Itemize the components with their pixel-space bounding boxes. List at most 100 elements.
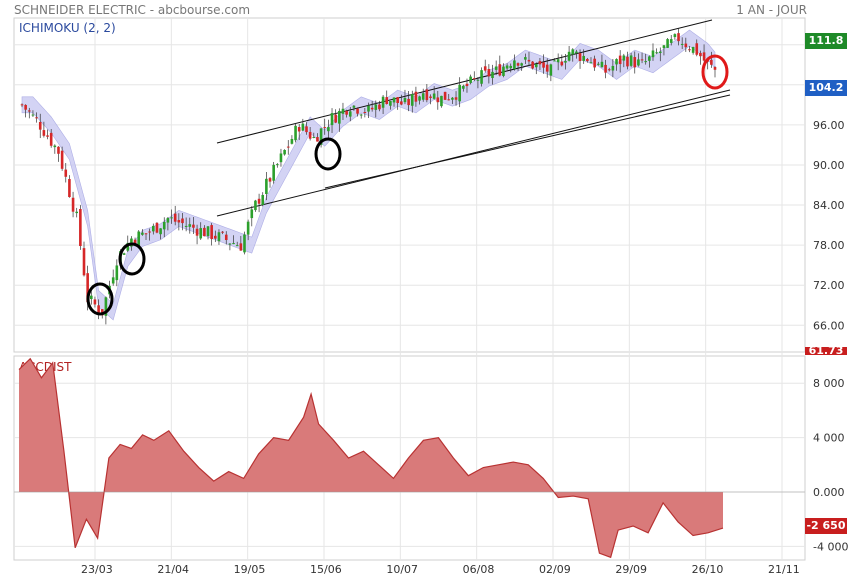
candle [86,273,89,302]
candle [553,60,556,62]
candle [629,55,633,66]
candle [111,277,115,284]
candle [122,253,126,255]
candle [159,228,162,235]
candle [363,111,367,113]
candle [611,65,615,71]
candle [505,65,509,69]
candle [79,208,82,247]
candle [192,224,195,228]
candle [516,63,520,66]
period-label[interactable]: 1 AN - JOUR [736,3,807,17]
candle [462,85,465,89]
candle [268,178,272,182]
candle [68,179,71,198]
candle [137,231,141,247]
candle [374,104,378,110]
candle [436,97,440,103]
candle [545,64,549,72]
candle [669,39,673,43]
x-tick: 23/03 [81,563,113,576]
candle [702,52,706,61]
candle [564,61,567,63]
candle [97,305,100,313]
candle [596,63,600,65]
candle [214,235,217,239]
annotation-circle [314,137,342,171]
candle [93,299,97,305]
candle [206,226,210,237]
candle [57,146,60,154]
candle [115,265,119,281]
candle [166,217,170,223]
candle [662,45,666,49]
candle [316,137,319,142]
candle [294,125,297,141]
candle [578,53,582,61]
candle [691,46,695,53]
candle [483,66,487,71]
candle [633,57,637,68]
candle [239,243,243,251]
candle [356,108,359,114]
candle [640,59,644,61]
candle [283,149,286,155]
candle [338,110,341,124]
candle [531,61,534,69]
ichimoku-label: ICHIMOKU (2, 2) [19,21,116,35]
candle [217,232,221,242]
candle [472,78,476,80]
candle [593,58,596,68]
candle [688,49,691,51]
candle [31,114,35,116]
candle [644,61,647,63]
candle [290,138,294,144]
x-tick: 02/09 [539,563,571,576]
candle [618,55,622,65]
candle [392,97,396,103]
candle [651,50,655,58]
candle [480,70,483,84]
candle [46,135,49,137]
candle [27,110,31,112]
candle [64,169,68,177]
candle [520,63,523,66]
candle [622,55,626,61]
candle [228,243,232,245]
annotation-circle-red [701,54,729,90]
candle [319,128,323,145]
candle [130,238,133,247]
candle [684,43,688,48]
candle [666,39,669,48]
candle [465,83,469,87]
candle [49,132,53,146]
candle [53,145,57,148]
candle [305,126,308,133]
candle [556,59,560,63]
candle [680,43,684,45]
candle [20,104,24,106]
candle [279,153,283,163]
candle [454,97,458,100]
candle [126,242,130,251]
candle [389,101,392,106]
candle [90,295,93,300]
candle [341,108,345,114]
acc-y-tick: -4 000 [813,540,848,553]
candle [407,98,410,106]
candle [38,121,42,130]
candle [133,239,137,244]
candle [170,217,173,219]
price-y-tick: 96.00 [813,119,845,132]
candle [440,95,443,107]
candle [235,245,239,247]
candle [655,52,658,54]
candle [381,96,385,108]
candle [451,97,454,100]
candle [359,114,363,116]
acc-panel-frame [13,355,806,561]
candle [425,89,429,101]
candle [421,93,425,100]
candle [246,221,250,235]
candle [615,59,618,65]
